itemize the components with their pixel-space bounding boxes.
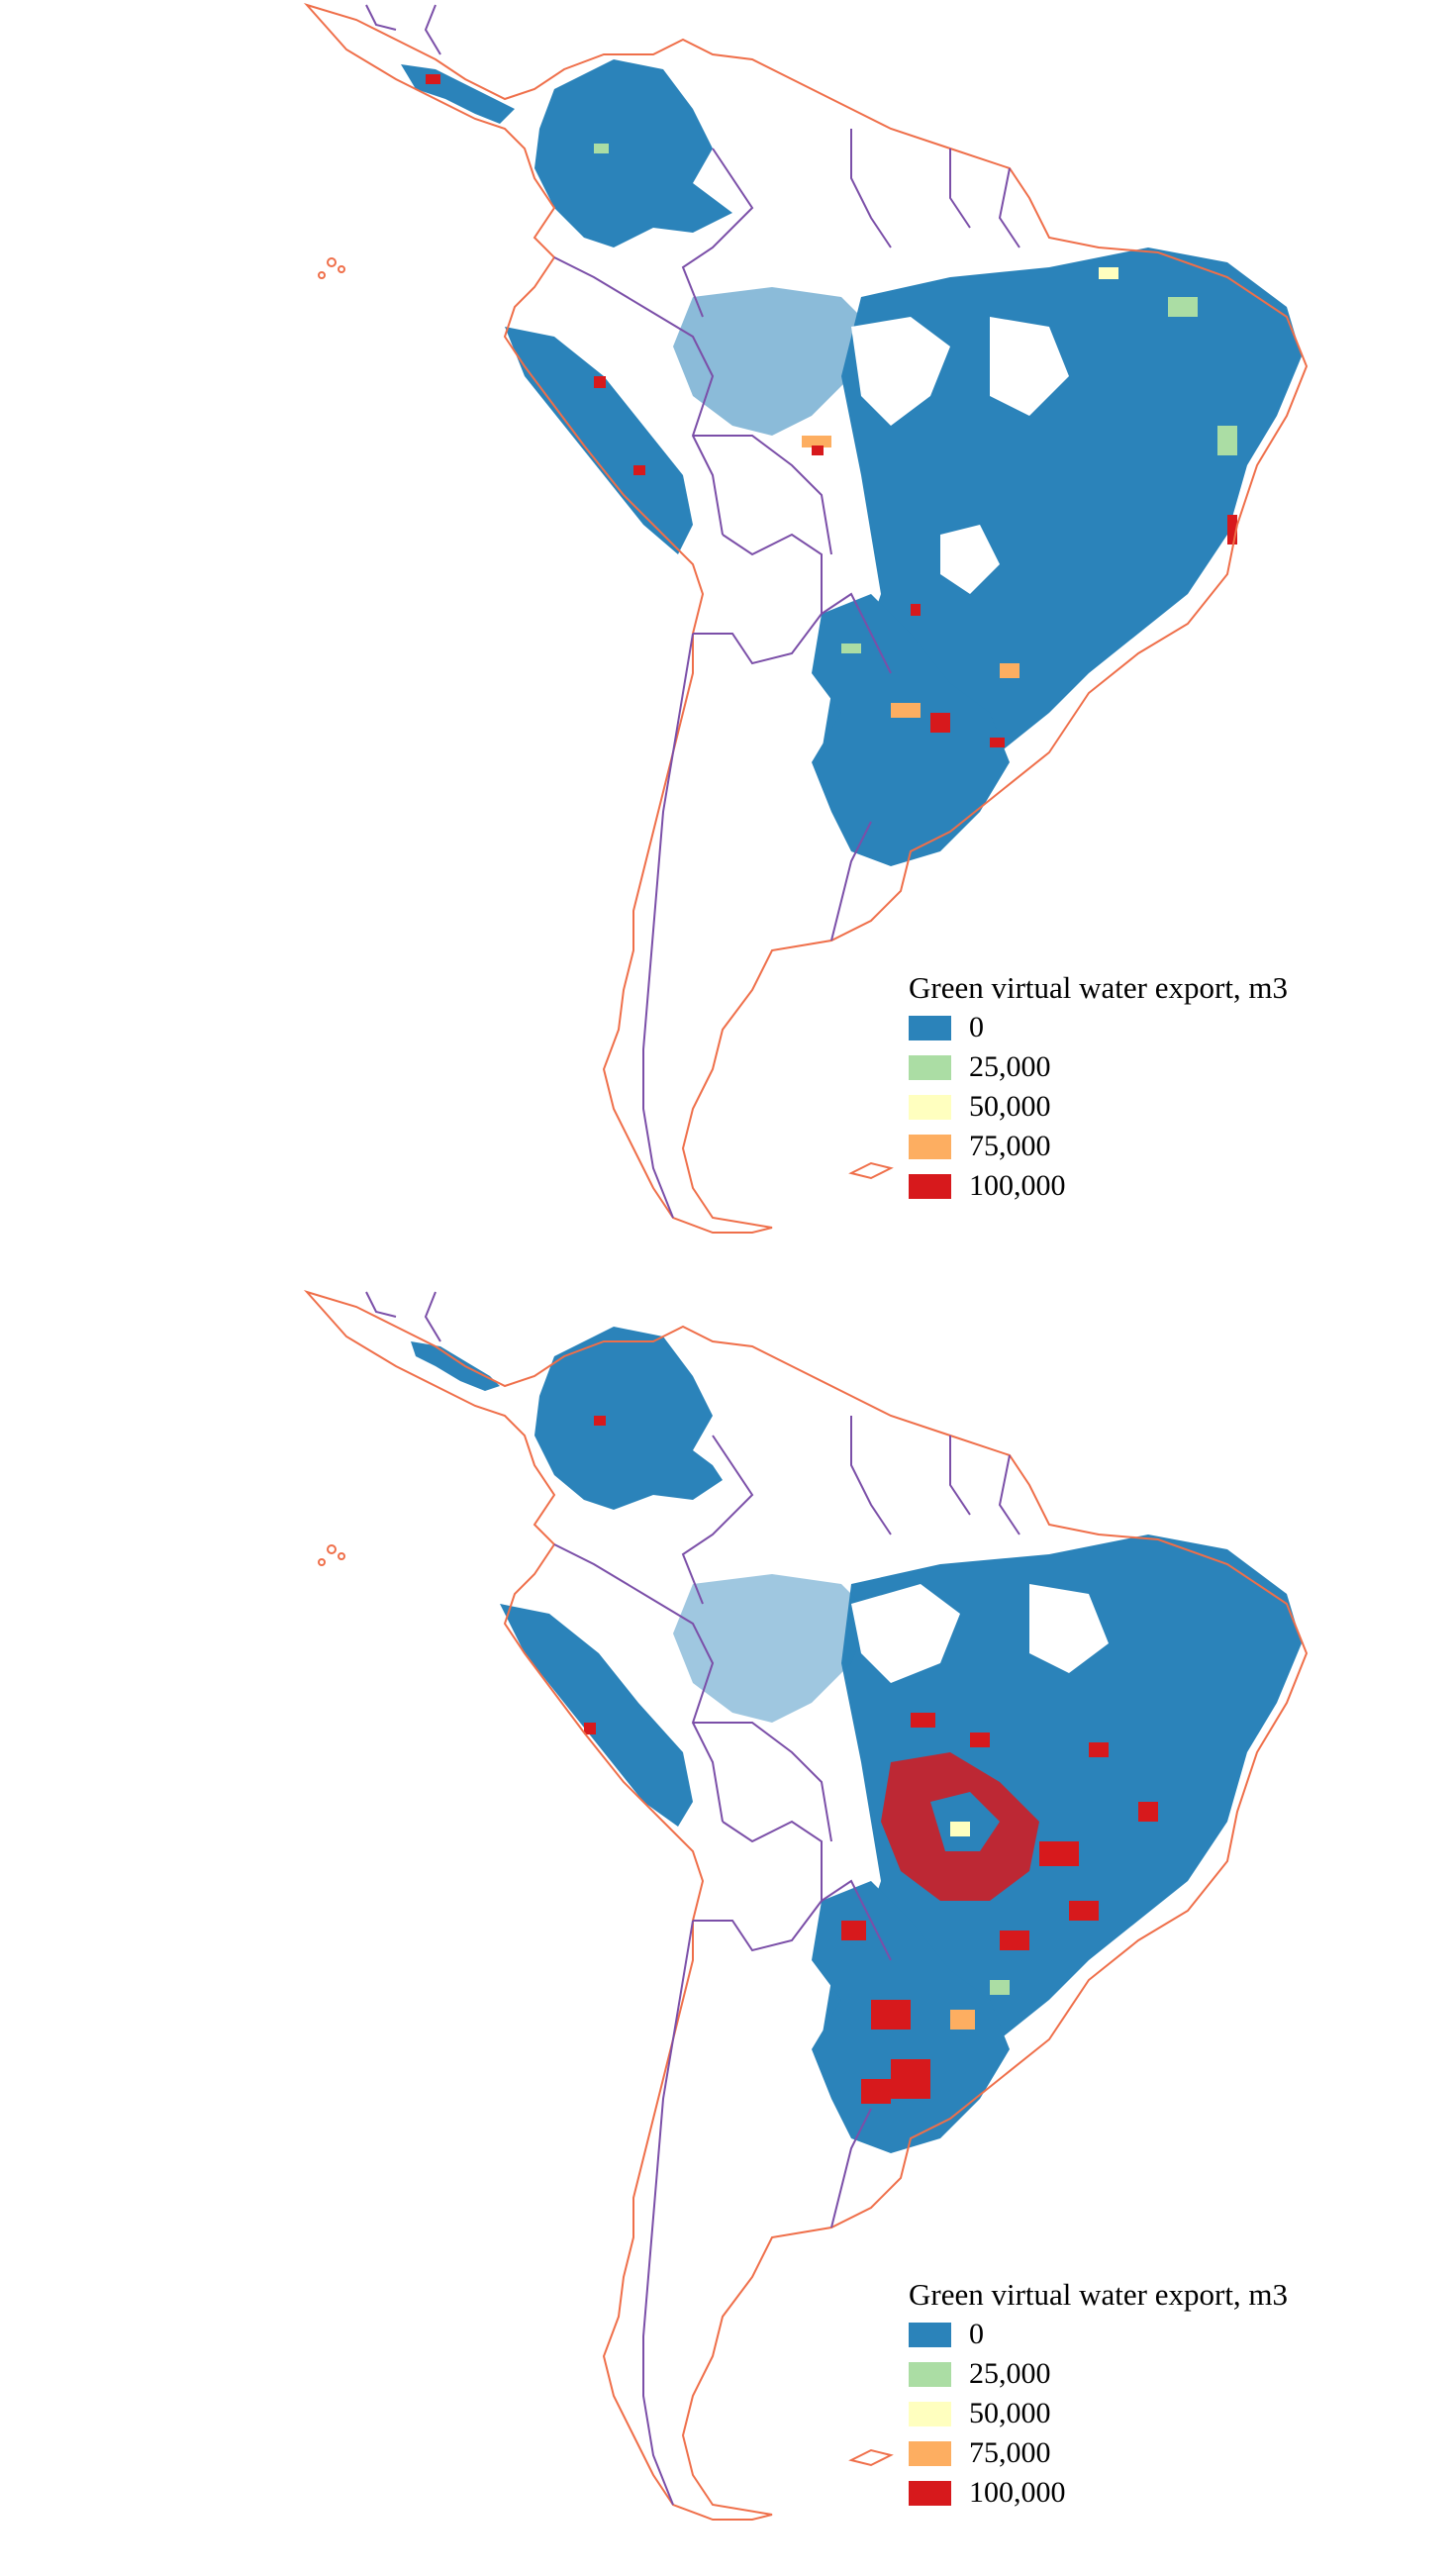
- legend-swatch-50000: [909, 1094, 951, 1120]
- coastline-outline: [303, 3, 1309, 1234]
- legend-swatch-25000: [909, 1054, 951, 1080]
- legend-label-25000: 25,000: [969, 2357, 1051, 2390]
- legend-item-50000: 50,000: [909, 2394, 1344, 2433]
- legend-label-0: 0: [969, 2318, 984, 2350]
- raster-highlights: [584, 1416, 1158, 2104]
- legend-swatch-0: [909, 1015, 951, 1040]
- legend-swatch-100000: [909, 1173, 951, 1199]
- legend-item-25000: 25,000: [909, 1047, 1344, 1087]
- raster-gap: [1029, 1584, 1109, 1673]
- legend-item-75000: 75,000: [909, 1127, 1344, 1166]
- legend-item-50000: 50,000: [909, 1087, 1344, 1127]
- coastline-outline: [303, 1290, 1309, 2521]
- raster-layer: [401, 59, 1302, 866]
- legend-item-100000: 100,000: [909, 2473, 1344, 2513]
- islands: [318, 257, 894, 1180]
- raster-central-america: [411, 1341, 500, 1391]
- raster-south: [812, 594, 1010, 866]
- raster-peru: [505, 327, 693, 554]
- islands: [318, 1544, 894, 2467]
- legend-label-75000: 75,000: [969, 1130, 1051, 1162]
- legend-item-0: 0: [909, 1008, 1344, 1047]
- raster-amazon: [673, 1574, 871, 1723]
- legend-label-100000: 100,000: [969, 1169, 1066, 1202]
- legend-swatch-100000: [909, 2480, 951, 2506]
- legend-label-50000: 50,000: [969, 1090, 1051, 1123]
- legend-swatch-50000: [909, 2401, 951, 2426]
- legend-label-75000: 75,000: [969, 2436, 1051, 2469]
- legend-bottom: Green virtual water export, m3 0 25,000 …: [909, 2275, 1344, 2513]
- legend-label-25000: 25,000: [969, 1050, 1051, 1083]
- legend-title: Green virtual water export, m3: [909, 2277, 1289, 2312]
- south-america-map-bottom: [303, 1290, 1309, 2521]
- raster-peru: [500, 1604, 693, 1827]
- legend-swatch-75000: [909, 2440, 951, 2466]
- map-panel-top: Green virtual water export, m3 0 25,000 …: [303, 3, 1344, 1234]
- raster-gap: [851, 317, 950, 426]
- raster-north: [534, 1327, 723, 1510]
- legend-swatch-25000: [909, 2361, 951, 2387]
- map-panel-bottom: Green virtual water export, m3 0 25,000 …: [0, 1287, 1456, 2574]
- legend-top: Green virtual water export, m3 0 25,000 …: [909, 968, 1344, 1206]
- legend-title: Green virtual water export, m3: [909, 970, 1289, 1005]
- raster-gap: [851, 1584, 960, 1683]
- legend-item-25000: 25,000: [909, 2354, 1344, 2394]
- legend-label-50000: 50,000: [969, 2397, 1051, 2429]
- legend-item-75000: 75,000: [909, 2433, 1344, 2473]
- country-borders: [365, 1291, 1020, 2506]
- legend-item-0: 0: [909, 2315, 1344, 2354]
- country-borders: [365, 4, 1020, 1219]
- raster-gap: [990, 317, 1069, 416]
- legend-label-0: 0: [969, 1011, 984, 1043]
- legend-swatch-0: [909, 2322, 951, 2347]
- south-america-map-top: [303, 3, 1309, 1234]
- raster-layer: [411, 1327, 1302, 2153]
- raster-north: [534, 59, 732, 248]
- legend-item-100000: 100,000: [909, 1166, 1344, 1206]
- legend-swatch-75000: [909, 1134, 951, 1159]
- raster-highlights: [426, 74, 1237, 747]
- raster-amazon: [673, 287, 871, 436]
- legend-label-100000: 100,000: [969, 2476, 1066, 2509]
- raster-gap: [940, 525, 1000, 594]
